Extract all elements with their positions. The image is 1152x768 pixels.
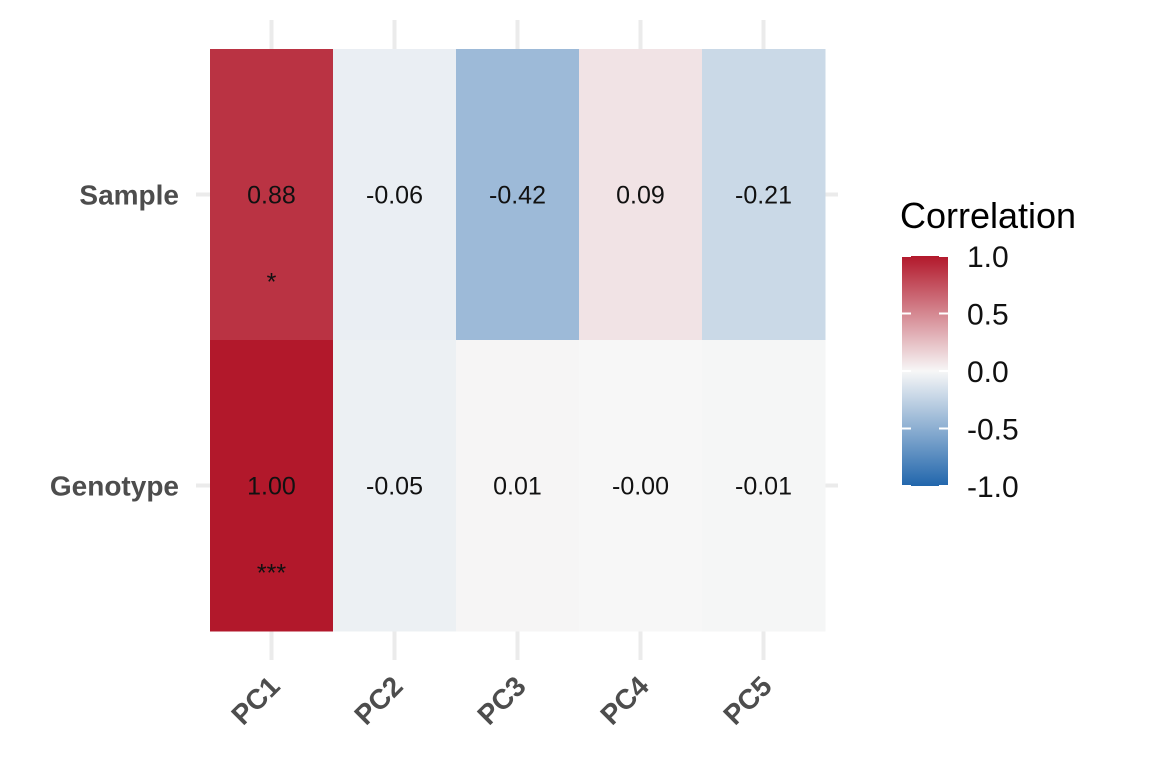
cell-sample-pc5 [702, 49, 826, 341]
value-label-genotype-pc1: 1.00 [247, 473, 296, 501]
cell-genotype-pc5 [702, 340, 826, 632]
row-label-genotype: Genotype [50, 471, 179, 502]
legend-tick-label: 0.5 [967, 299, 1009, 332]
cell-sample-pc4 [579, 49, 703, 341]
cell-genotype-pc3 [456, 340, 580, 632]
cell-sample-pc3 [456, 49, 580, 341]
col-label-pc2: PC2 [348, 670, 408, 730]
col-label-pc3: PC3 [471, 670, 531, 730]
value-label-sample-pc5: -0.21 [735, 182, 792, 210]
value-label-sample-pc4: 0.09 [616, 182, 665, 210]
cell-genotype-pc2 [333, 340, 457, 632]
value-label-sample-pc3: -0.42 [489, 182, 546, 210]
significance-label-genotype-pc1: *** [257, 560, 286, 588]
value-label-genotype-pc3: 0.01 [493, 473, 542, 501]
significance-label-sample-pc1: * [267, 269, 277, 297]
legend-tick-label: -1.0 [967, 471, 1019, 504]
cell-genotype-pc1 [210, 340, 334, 632]
value-label-sample-pc1: 0.88 [247, 182, 296, 210]
col-label-pc1: PC1 [225, 670, 285, 730]
cell-genotype-pc4 [579, 340, 703, 632]
legend-title: Correlation [900, 195, 1076, 236]
cell-labels: 0.88 * -0.06 -0.42 0.09 -0.21 1.00 *** -0.05 0.01… [247, 182, 792, 588]
value-label-genotype-pc2: -0.05 [366, 473, 423, 501]
col-label-pc4: PC4 [594, 670, 655, 731]
legend-tick-label: 0.0 [967, 356, 1009, 389]
heatmap-cells [210, 49, 826, 632]
value-label-genotype-pc5: -0.01 [735, 473, 792, 501]
legend-tick-label: -0.5 [967, 414, 1019, 447]
cell-sample-pc1 [210, 49, 334, 341]
value-label-sample-pc2: -0.06 [366, 182, 423, 210]
col-label-pc5: PC5 [717, 670, 777, 730]
value-label-genotype-pc4: -0.00 [612, 473, 669, 501]
legend: Correlation 1.0 0.5 0.0 -0.5 -1.0 [900, 195, 1076, 504]
legend-tick-label: 1.0 [967, 241, 1009, 274]
row-label-sample: Sample [79, 180, 179, 211]
cell-sample-pc2 [333, 49, 457, 341]
